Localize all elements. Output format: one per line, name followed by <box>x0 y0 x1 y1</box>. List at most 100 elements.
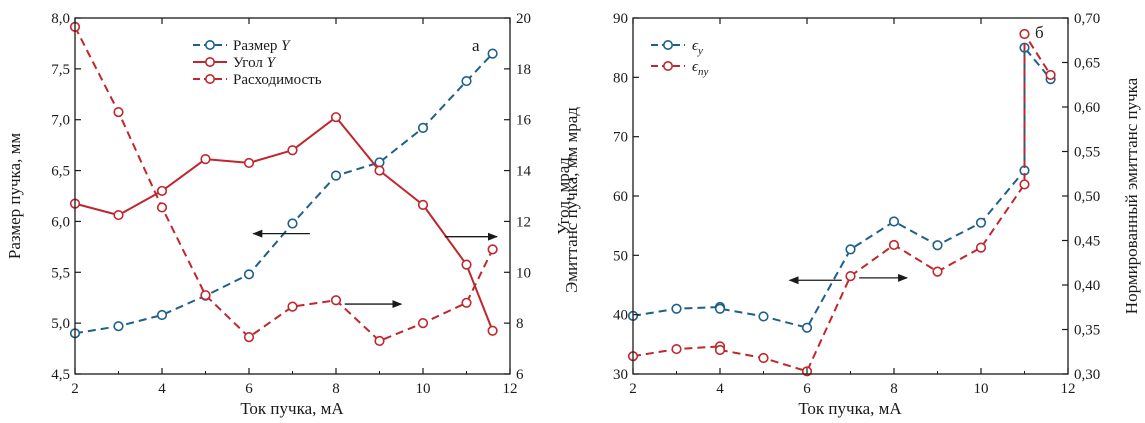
chart-b-ylabel-left: Эмиттанс пучка, мм мрад <box>562 107 581 293</box>
data-point <box>113 106 124 118</box>
series-line <box>632 33 1052 373</box>
y-right-tick-label: 8 <box>516 316 524 332</box>
legend-marker <box>205 74 216 85</box>
svg-text:ϵy: ϵy <box>692 38 703 57</box>
data-point <box>243 269 255 280</box>
data-point <box>287 218 298 229</box>
legend-label-eps-ny: ϵ <box>692 59 699 75</box>
legend-label-angle-italic: Y <box>267 55 277 71</box>
chart-a: 2 4 6 8 10 12 4,5 5,0 5,5 6,0 6,5 7,0 7,5 8,0 6 8 10 12 14… <box>5 11 573 418</box>
x-tick-label: 2 <box>629 381 637 397</box>
x-tick-label: 2 <box>71 381 79 397</box>
y-left-tick-label: 4,5 <box>51 367 70 383</box>
chart-a-annotations <box>252 229 498 309</box>
y-right-tick-label: 0,70 <box>1074 11 1100 27</box>
data-point <box>417 199 429 210</box>
y-right-tick-label: 18 <box>516 62 531 78</box>
legend-item-angle-y: Угол Y <box>193 55 277 71</box>
y-left-tick-label: 6,5 <box>51 164 70 180</box>
data-point <box>671 343 682 355</box>
legend-item-size-y: Размер Y <box>193 38 291 54</box>
legend-label-divergence: Расходимость <box>233 72 322 88</box>
data-point <box>758 352 769 364</box>
chart-b-xlabel: Ток пучка, мА <box>798 399 902 418</box>
y-right-tick-label: 20 <box>516 11 531 27</box>
y-right-tick-label: 10 <box>516 265 531 281</box>
y-right-tick-label: 0,40 <box>1074 278 1100 294</box>
data-point <box>714 303 726 314</box>
chart-b-ticks-layer: 2 4 6 8 10 12 30 40 50 60 70 80 90 0,30 0,35 0,40 0,45 0,… <box>613 11 1100 397</box>
legend-label-eps-ny-sub: ny <box>698 66 709 78</box>
chart-a-series-layer <box>69 21 498 347</box>
chart-b: 2 4 6 8 10 12 30 40 50 60 70 80 90 0,30 0,35 0,40 0,45 0,… <box>562 11 1141 418</box>
x-tick-label: 4 <box>158 381 166 397</box>
data-point <box>758 311 769 322</box>
x-tick-label: 4 <box>716 381 724 397</box>
x-tick-label: 12 <box>503 381 518 397</box>
series-0-2 <box>69 21 498 347</box>
y-left-tick-label: 80 <box>613 70 628 86</box>
data-point <box>1045 69 1056 81</box>
legend-label-angle: Угол <box>233 55 263 71</box>
legend-item-eps-ny: ϵny <box>651 59 709 78</box>
x-tick-label: 10 <box>416 381 431 397</box>
data-point <box>801 322 813 333</box>
chart-b-legend: ϵy ϵny <box>651 38 709 78</box>
y-left-tick-label: 60 <box>613 189 628 205</box>
data-point <box>714 344 726 356</box>
data-point <box>975 242 987 253</box>
legend-item-divergence: Расходимость <box>193 72 322 88</box>
y-right-tick-label: 0,65 <box>1074 56 1100 72</box>
chart-b-panel-letter: б <box>1035 23 1044 42</box>
legend-label-size-italic: Y <box>281 38 291 54</box>
data-point <box>113 209 124 221</box>
data-point <box>156 309 168 321</box>
data-point <box>845 244 856 255</box>
y-left-tick-label: 50 <box>613 248 628 264</box>
series-line <box>74 26 494 342</box>
data-point <box>374 335 385 347</box>
series-1-0 <box>627 42 1056 333</box>
x-tick-label: 12 <box>1061 381 1076 397</box>
data-point <box>243 157 255 169</box>
data-point <box>200 290 211 301</box>
data-point <box>671 303 682 314</box>
data-point <box>888 216 900 227</box>
y-right-tick-label: 16 <box>516 113 532 129</box>
data-point <box>330 112 342 123</box>
y-right-tick-label: 0,60 <box>1074 100 1100 116</box>
data-point <box>330 295 342 306</box>
y-left-tick-label: 40 <box>613 308 628 324</box>
data-point <box>330 170 342 181</box>
y-left-tick-label: 7,5 <box>51 62 70 78</box>
y-left-tick-label: 5,0 <box>51 316 70 332</box>
data-point <box>287 145 298 156</box>
chart-a-ylabel-right: Угол, мрад <box>554 157 573 235</box>
data-point <box>287 301 298 312</box>
data-point <box>487 48 498 59</box>
legend-label-size: Размер <box>233 38 277 54</box>
series-line <box>74 116 494 332</box>
legend-label-eps-y-sub: y <box>697 45 703 57</box>
data-point <box>461 75 472 87</box>
y-left-tick-label: 30 <box>613 367 628 383</box>
y-right-tick-label: 0,30 <box>1074 367 1100 383</box>
svg-text:Угол Y: Угол Y <box>233 55 277 71</box>
chart-b-ylabel-right: Нормированный эмиттанс пучка <box>1122 77 1141 314</box>
y-left-tick-label: 8,0 <box>51 11 70 27</box>
y-right-tick-label: 6 <box>516 367 524 383</box>
data-point <box>461 259 472 270</box>
data-point <box>243 332 255 343</box>
y-left-tick-label: 90 <box>613 11 628 27</box>
data-point <box>374 165 385 176</box>
chart-a-legend: Размер Y Угол Y Расходимость <box>193 38 322 88</box>
y-left-tick-label: 70 <box>613 130 628 146</box>
data-point <box>417 318 429 329</box>
chart-a-ticks-layer: 2 4 6 8 10 12 4,5 5,0 5,5 6,0 6,5 7,0 7,5 8,0 6 8 10 12 14… <box>51 11 531 397</box>
data-point <box>975 217 987 228</box>
data-point <box>1019 28 1030 40</box>
data-point <box>417 122 429 133</box>
chart-a-xlabel: Ток пучка, мА <box>240 399 344 418</box>
data-point <box>200 154 211 165</box>
